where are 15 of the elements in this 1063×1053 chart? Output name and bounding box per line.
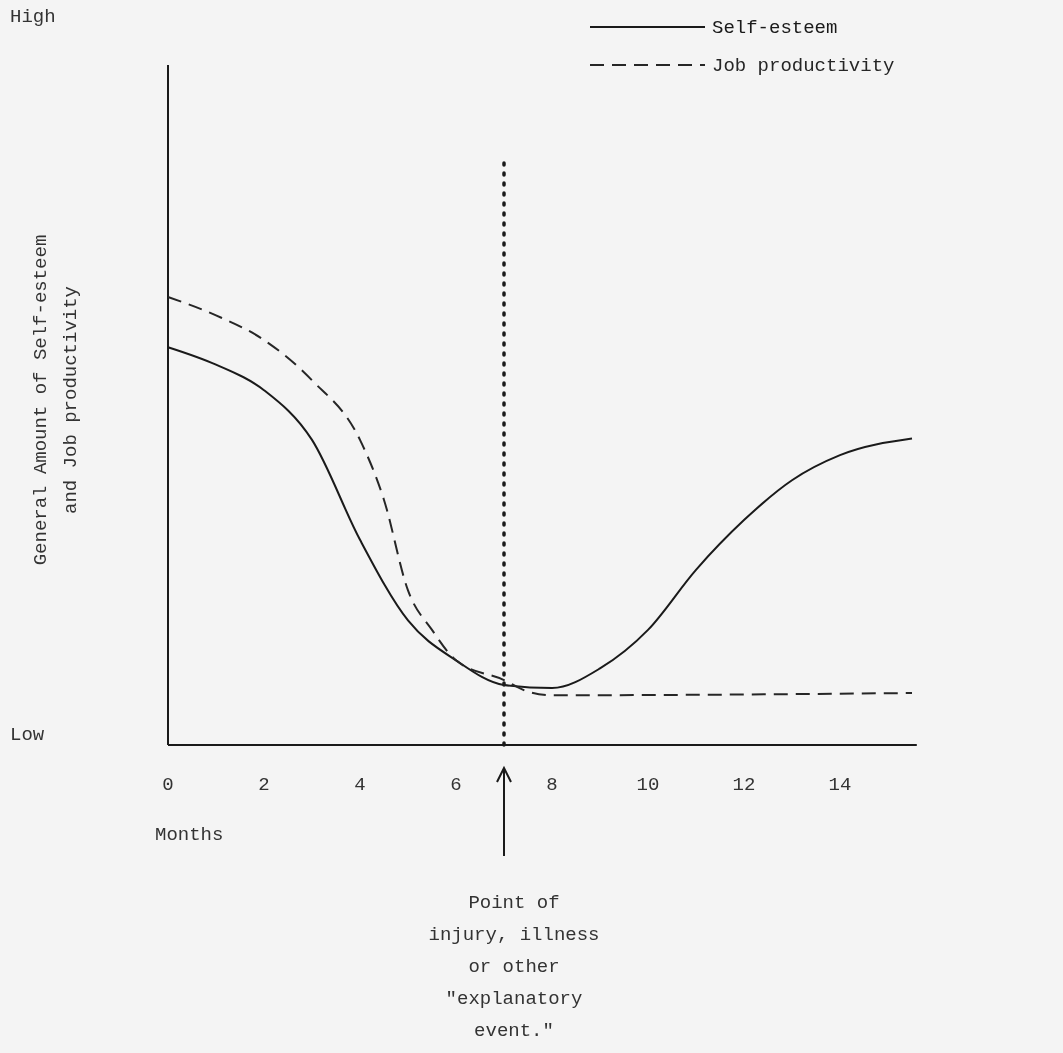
x-tick-label: 14 bbox=[828, 774, 852, 796]
x-tick-label: 4 bbox=[354, 774, 366, 796]
x-tick-label: 6 bbox=[450, 774, 462, 796]
x-tick-label: 10 bbox=[636, 774, 660, 796]
x-tick-label: 12 bbox=[732, 774, 756, 796]
x-tick-label: 8 bbox=[546, 774, 558, 796]
x-axis-title: Months bbox=[155, 824, 224, 846]
text: Low bbox=[10, 724, 45, 746]
text: High bbox=[10, 6, 56, 28]
text: Job productivity bbox=[712, 55, 895, 77]
x-tick-label: 0 bbox=[162, 774, 174, 796]
text: Self-esteem bbox=[712, 17, 838, 39]
y-axis-title: General Amount of Self-esteem and Job productivity bbox=[30, 234, 82, 566]
x-tick-label: 2 bbox=[258, 774, 270, 796]
text: Point of injury, illness or other "explanatory event." bbox=[428, 892, 600, 1042]
